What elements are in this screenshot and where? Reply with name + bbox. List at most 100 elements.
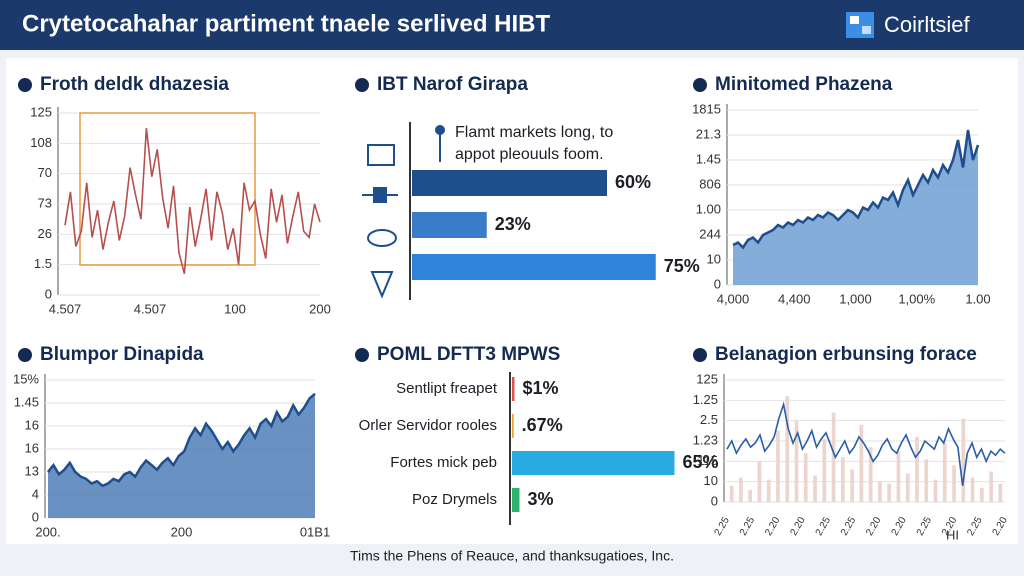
panel-title: Blumpor Dinapida [40,344,204,365]
y-tick-label: 1.23 [693,432,718,447]
panel-bullet [18,78,32,92]
panel-bullet [693,78,707,92]
background-bar [961,418,966,502]
background-bar [785,396,790,502]
y-tick-label: 0 [714,276,721,291]
area [48,393,315,518]
background-bar [739,477,743,502]
background-bar [878,481,882,502]
value-label: $1% [523,378,559,398]
category-label: Orler Servidor rooles [359,417,497,434]
background-bar [979,487,984,502]
background-bar [822,438,827,502]
background-bar [998,483,1003,502]
background-bar [952,465,956,502]
background-bar [942,443,947,502]
annotation: appot pleouuls foom. [455,146,604,163]
panel-title: IBT Narof Girapa [377,74,528,95]
background-bar [970,477,975,502]
y-tick-label: 108 [30,135,52,150]
background-bar [813,475,817,502]
background-bar [803,453,808,502]
panel-bullet [18,348,32,362]
y-tick-label: 21.3 [696,126,721,141]
y-tick-label: 70 [38,165,52,180]
value-label: .67% [522,415,563,435]
y-tick-label: 16 [25,440,39,455]
x-tick-label: 4,400 [778,291,811,306]
bar [512,488,520,512]
footer: Tims the Phens of Reauce, and thanksugat… [350,548,674,564]
logo-icon [846,12,874,38]
annotation: Flamt markets long, to [455,124,613,141]
background-bar [794,420,799,502]
x-tick-label: 1,00% [898,291,935,306]
line [726,401,1006,486]
background-bar [905,473,910,502]
panel-title: Belanagion erbunsing forace [715,344,977,365]
x-tick-label: 4,000 [717,291,750,306]
x-tick-label: 200 [171,524,193,539]
bar [512,451,675,475]
y-tick-label: 806 [699,176,721,191]
x-tick-label: 01B1 [300,524,330,539]
y-tick-label: 2.5 [700,412,718,427]
y-tick-label: 115 [697,453,718,468]
x-tick-label: 1,000 [839,291,872,306]
background-bar [859,424,864,502]
y-tick-label: 0 [45,286,52,301]
background-bar [776,430,780,502]
panel-title: POML DFTT3 MPWS [377,344,560,365]
category-label: Poz Drymels [412,491,497,508]
line [732,129,980,250]
p2-icons [362,125,445,299]
background-bar [757,461,762,502]
panel-title: Minitomed Phazena [715,74,893,95]
x-tick-label: 4.507 [134,301,167,316]
background-bar [989,471,993,502]
background-bar [840,457,845,502]
background-bar [748,489,753,502]
y-tick-label: 244 [699,226,721,241]
y-tick-label: 125 [30,104,52,119]
x-tick-label: 4.507 [49,301,82,316]
background-bar [924,459,929,502]
background-bar [887,483,892,502]
y-tick-label: 1.5 [34,256,52,271]
panel-title: Froth deldk dhazesia [40,74,229,95]
bar [412,212,487,238]
y-tick-label: 73 [38,195,52,210]
background-bar [896,451,901,502]
x-tick-label: 200. [35,524,60,539]
line [64,128,321,274]
panel-bullet [355,78,369,92]
panel-bullet [355,348,369,362]
y-tick-label: 0 [711,493,718,508]
y-tick-label: 1.45 [696,151,721,166]
y-tick-label: 1.00 [696,201,721,216]
background-bar [729,485,734,502]
y-tick-label: 15% [13,371,39,386]
y-tick-label: 0 [32,509,39,524]
y-tick-label: 10 [704,473,718,488]
y-tick-label: 16 [25,417,39,432]
bar [412,254,656,280]
background-bar [766,479,771,502]
x-tick-label: 200 [309,301,331,316]
y-tick-label: 10 [707,251,721,266]
background-bar [915,436,919,502]
value-label: 60% [615,172,651,192]
x-tick-label: 1.00 [965,291,990,306]
value-label: 3% [528,489,554,509]
y-tick-label: 1.25 [693,392,718,407]
y-tick-label: 1.45 [14,394,39,409]
y-tick-label: 1815 [692,101,721,116]
category-label: Sentlipt freapet [396,380,498,397]
background-bar [868,447,873,502]
bar [412,170,607,196]
y-tick-label: 125 [696,371,718,386]
y-tick-label: 13 [25,463,39,478]
value-label: 75% [664,256,700,276]
background-bar [850,469,854,502]
